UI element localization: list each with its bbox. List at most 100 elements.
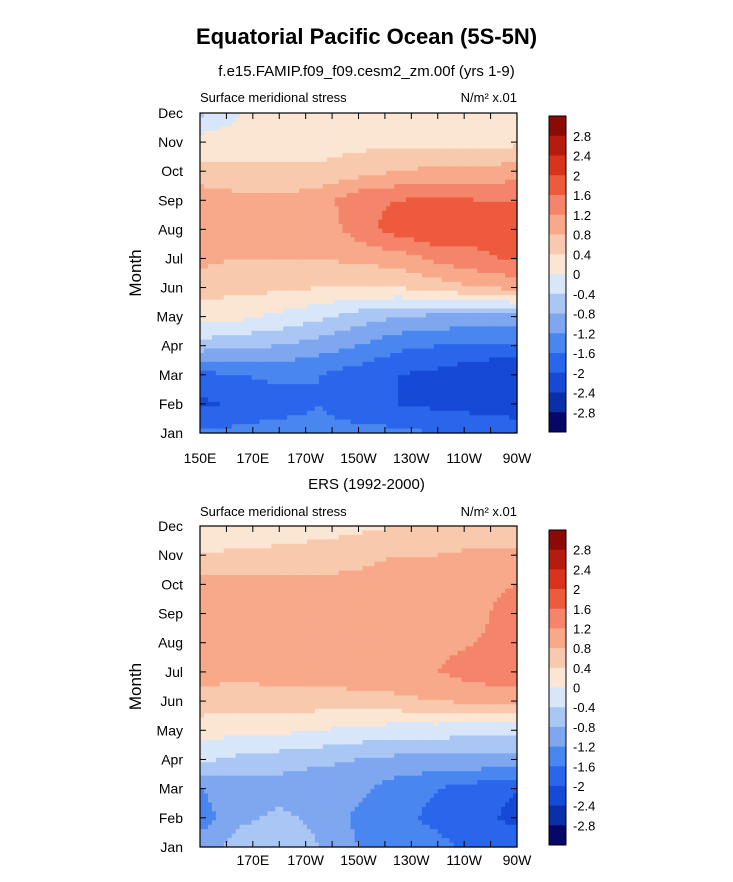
field-cell bbox=[314, 281, 320, 287]
field-cell bbox=[338, 335, 344, 341]
field-cell bbox=[247, 170, 253, 176]
field-cell bbox=[469, 206, 475, 212]
field-cell bbox=[318, 135, 324, 141]
field-cell bbox=[421, 321, 427, 327]
field-cell bbox=[334, 295, 340, 301]
field-cell bbox=[453, 370, 459, 376]
field-cell bbox=[342, 290, 348, 296]
field-cell bbox=[207, 335, 213, 341]
field-cell bbox=[326, 330, 332, 336]
field-cell bbox=[505, 299, 510, 305]
field-cell bbox=[235, 348, 241, 354]
field-cell bbox=[417, 344, 423, 350]
field-cell bbox=[314, 375, 320, 381]
field-cell bbox=[362, 170, 368, 176]
field-cell bbox=[366, 281, 371, 287]
field-cell bbox=[378, 304, 383, 310]
field-cell bbox=[211, 166, 217, 172]
field-cell bbox=[505, 161, 510, 167]
field-cell bbox=[200, 290, 205, 296]
field-cell bbox=[299, 210, 304, 216]
field-cell bbox=[481, 344, 486, 350]
field-cell bbox=[342, 206, 348, 212]
field-cell bbox=[354, 317, 360, 323]
field-cell bbox=[306, 250, 312, 256]
field-cell bbox=[275, 241, 280, 247]
field-cell bbox=[378, 219, 383, 225]
field-cell bbox=[461, 210, 467, 216]
field-cell bbox=[417, 375, 423, 381]
field-cell bbox=[279, 357, 284, 363]
field-cell bbox=[445, 339, 451, 345]
field-cell bbox=[501, 255, 506, 261]
field-cell bbox=[413, 161, 419, 167]
field-cell bbox=[509, 161, 514, 167]
field-cell bbox=[413, 206, 419, 212]
field-cell bbox=[402, 188, 407, 194]
field-cell bbox=[437, 330, 443, 336]
field-cell bbox=[291, 201, 296, 207]
field-cell bbox=[413, 224, 419, 230]
field-cell bbox=[291, 130, 296, 136]
field-cell bbox=[469, 157, 475, 163]
field-cell bbox=[303, 264, 308, 270]
field-cell bbox=[497, 326, 502, 332]
field-cell bbox=[481, 175, 486, 181]
field-cell bbox=[231, 215, 237, 221]
field-cell bbox=[279, 224, 284, 230]
field-cell bbox=[330, 153, 336, 159]
field-cell bbox=[334, 348, 340, 354]
field-cell bbox=[374, 117, 379, 123]
field-cell bbox=[259, 361, 264, 367]
field-cell bbox=[505, 384, 510, 390]
field-cell bbox=[239, 286, 245, 292]
field-cell bbox=[378, 210, 383, 216]
field-cell bbox=[497, 379, 502, 385]
field-cell bbox=[338, 321, 344, 327]
field-cell bbox=[342, 313, 348, 319]
field-cell bbox=[425, 157, 431, 163]
field-cell bbox=[231, 281, 237, 287]
field-cell bbox=[235, 250, 241, 256]
field-cell bbox=[497, 255, 502, 261]
field-cell bbox=[207, 388, 213, 394]
field-cell bbox=[211, 344, 217, 350]
field-cell bbox=[394, 166, 399, 172]
field-cell bbox=[429, 246, 435, 252]
field-cell bbox=[275, 228, 280, 234]
field-cell bbox=[330, 157, 336, 163]
field-cell bbox=[239, 308, 245, 314]
field-cell bbox=[398, 321, 403, 327]
field-cell bbox=[299, 135, 304, 141]
field-cell bbox=[326, 206, 332, 212]
field-cell bbox=[394, 384, 399, 390]
field-cell bbox=[207, 157, 213, 163]
field-cell bbox=[410, 268, 415, 274]
field-cell bbox=[497, 308, 502, 314]
field-cell bbox=[338, 228, 344, 234]
field-cell bbox=[461, 241, 467, 247]
field-cell bbox=[338, 117, 344, 123]
field-cell bbox=[469, 375, 475, 381]
field-cell bbox=[465, 273, 471, 279]
field-cell bbox=[215, 330, 221, 336]
field-cell bbox=[283, 166, 288, 172]
field-cell bbox=[402, 170, 407, 176]
field-cell bbox=[235, 130, 241, 136]
field-cell bbox=[255, 241, 261, 247]
field-cell bbox=[358, 210, 364, 216]
field-cell bbox=[255, 281, 261, 287]
field-cell bbox=[247, 148, 253, 154]
field-cell bbox=[235, 144, 241, 150]
field-cell bbox=[390, 339, 395, 345]
field-cell bbox=[465, 113, 471, 119]
field-cell bbox=[251, 313, 257, 319]
field-cell bbox=[322, 210, 328, 216]
field-cell bbox=[437, 295, 443, 301]
field-cell bbox=[259, 130, 264, 136]
field-cell bbox=[267, 308, 272, 314]
field-cell bbox=[386, 330, 391, 336]
field-cell bbox=[231, 184, 237, 190]
field-cell bbox=[287, 184, 292, 190]
field-cell bbox=[429, 237, 435, 243]
